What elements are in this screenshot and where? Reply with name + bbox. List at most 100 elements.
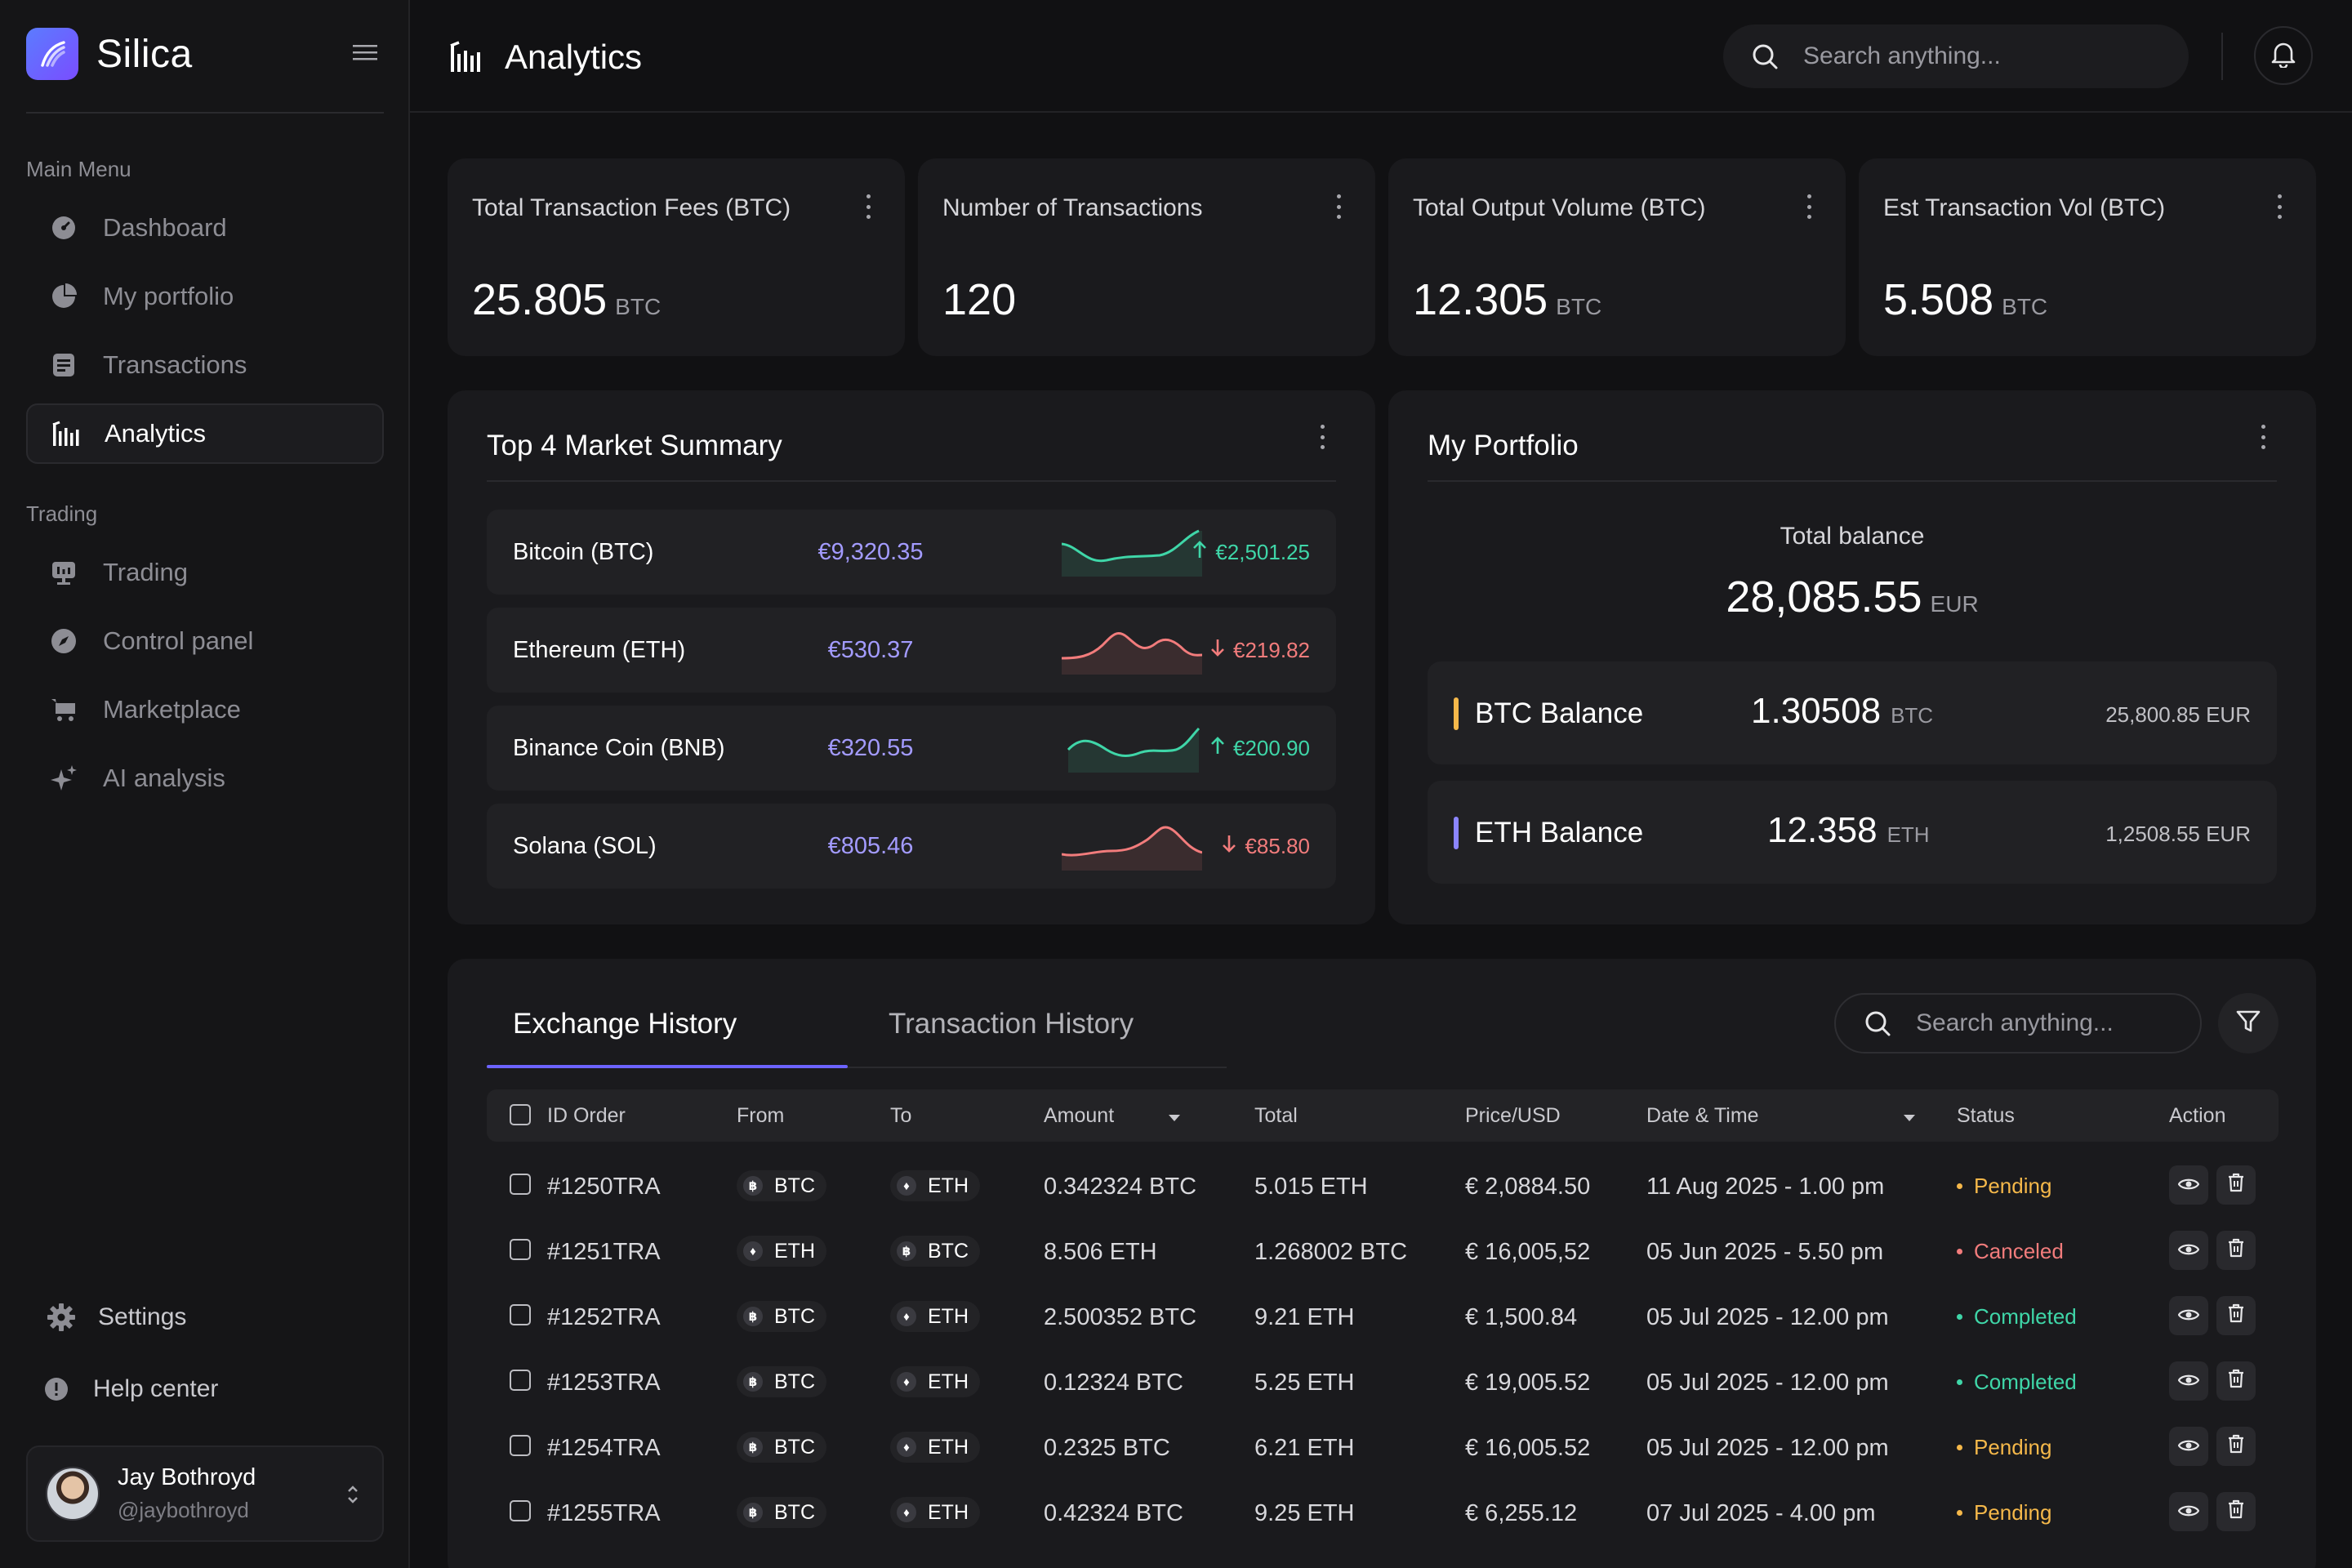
from-coin-pill: ฿ BTC: [737, 1170, 826, 1201]
market-row-solana[interactable]: Solana (SOL) €805.46 €85.80: [487, 804, 1336, 889]
row-checkbox[interactable]: [510, 1435, 531, 1456]
view-button[interactable]: [2169, 1165, 2208, 1205]
filter-button[interactable]: [2218, 993, 2278, 1054]
row-checkbox[interactable]: [510, 1174, 531, 1195]
order-id: #1253TRA: [547, 1370, 661, 1396]
menu-toggle-icon[interactable]: [351, 41, 384, 67]
card-divider: [1428, 480, 2277, 482]
table-row[interactable]: #1254TRA ฿ BTC ♦ ETH 0.2325 BTC 6.21 ETH € 16,0…: [487, 1416, 2278, 1481]
header-search-placeholder: Search anything...: [1803, 42, 2001, 69]
market-row-binance[interactable]: Binance Coin (BNB) €320.55 €200.90: [487, 706, 1336, 791]
btc-balance-row[interactable]: BTC Balance 1.30508 BTC 25,800.85 EUR: [1428, 662, 2277, 764]
market-row-ethereum[interactable]: Ethereum (ETH) €530.37 €219.82: [487, 608, 1336, 693]
row-checkbox[interactable]: [510, 1370, 531, 1391]
chevron-up-down-icon[interactable]: [345, 1483, 361, 1510]
sidebar-item-analytics[interactable]: Analytics: [26, 403, 384, 464]
table-search-placeholder: Search anything...: [1916, 1009, 2114, 1036]
more-options-icon[interactable]: [1805, 194, 1813, 219]
coin-name: Binance Coin (BNB): [513, 734, 725, 761]
view-button[interactable]: [2169, 1361, 2208, 1401]
more-options-icon[interactable]: [2275, 194, 2283, 219]
column-status[interactable]: Status: [1957, 1104, 2015, 1127]
column-id-order[interactable]: ID Order: [547, 1104, 626, 1127]
delete-button[interactable]: [2216, 1231, 2256, 1270]
sidebar-item-dashboard[interactable]: Dashboard: [26, 198, 384, 258]
view-button[interactable]: [2169, 1427, 2208, 1466]
more-options-icon[interactable]: [1318, 425, 1326, 449]
more-options-icon[interactable]: [1334, 194, 1343, 219]
price-change: €2,501.25: [1192, 540, 1310, 565]
sparkline-chart: [1062, 529, 1202, 577]
view-button[interactable]: [2169, 1296, 2208, 1335]
delete-button[interactable]: [2216, 1165, 2256, 1205]
sidebar-item-marketplace[interactable]: Marketplace: [26, 679, 384, 740]
search-icon: [1751, 42, 1779, 70]
row-checkbox[interactable]: [510, 1500, 531, 1521]
sidebar-divider: [26, 112, 384, 114]
sort-caret-icon[interactable]: [1168, 1104, 1181, 1128]
column-total[interactable]: Total: [1254, 1104, 1298, 1127]
user-profile-card[interactable]: Jay Bothroyd @jaybothroyd: [26, 1446, 384, 1542]
stat-unit: BTC: [2002, 294, 2048, 319]
row-checkbox[interactable]: [510, 1304, 531, 1325]
tab-exchange-history[interactable]: Exchange History: [513, 1008, 737, 1040]
presentation-icon: [49, 558, 78, 587]
delete-button[interactable]: [2216, 1361, 2256, 1401]
table-row[interactable]: #1251TRA ♦ ETH ฿ BTC 8.506 ETH 1.268002 BTC € 1…: [487, 1220, 2278, 1285]
more-options-icon[interactable]: [864, 194, 872, 219]
to-coin-pill: ♦ ETH: [890, 1366, 980, 1397]
more-options-icon[interactable]: [2259, 425, 2267, 449]
view-button[interactable]: [2169, 1231, 2208, 1270]
order-id: #1252TRA: [547, 1304, 661, 1330]
sidebar-item-label: Control panel: [103, 626, 254, 655]
help-center-button[interactable]: Help center: [26, 1361, 384, 1418]
price-usd: € 16,005,52: [1465, 1239, 1591, 1265]
table-row[interactable]: #1252TRA ฿ BTC ♦ ETH 2.500352 BTC 9.21 ETH € 1,…: [487, 1285, 2278, 1351]
arrow-up-icon: [1192, 540, 1207, 565]
sidebar-item-trading[interactable]: Trading: [26, 542, 384, 603]
brand[interactable]: Silica: [26, 28, 193, 80]
table-row[interactable]: #1255TRA ฿ BTC ♦ ETH 0.42324 BTC 9.25 ETH € 6,2…: [487, 1481, 2278, 1547]
coin-price: €320.55: [827, 734, 914, 761]
sidebar-item-control-panel[interactable]: Control panel: [26, 611, 384, 671]
delete-button[interactable]: [2216, 1427, 2256, 1466]
column-to[interactable]: To: [890, 1104, 912, 1127]
eth-balance-row[interactable]: ETH Balance 12.358 ETH 1,2508.55 EUR: [1428, 781, 2277, 884]
sidebar-item-ai-analysis[interactable]: AI analysis: [26, 748, 384, 808]
header-search-input[interactable]: Search anything...: [1723, 24, 2189, 88]
sidebar-item-my-portfolio[interactable]: My portfolio: [26, 266, 384, 327]
sparkle-icon: [49, 764, 78, 793]
arrow-down-icon: [1210, 638, 1225, 663]
notification-button[interactable]: [2254, 26, 2313, 85]
column-from[interactable]: From: [737, 1104, 785, 1127]
amount: 0.12324 BTC: [1044, 1370, 1183, 1396]
balance-amount: 1.30508 BTC: [1751, 691, 1934, 731]
column-date-time[interactable]: Date & Time: [1646, 1104, 1916, 1128]
table-row[interactable]: #1250TRA ฿ BTC ♦ ETH 0.342324 BTC 5.015 ETH € 2…: [487, 1155, 2278, 1220]
delete-button[interactable]: [2216, 1296, 2256, 1335]
total: 1.268002 BTC: [1254, 1239, 1408, 1265]
settings-button[interactable]: Settings: [26, 1289, 384, 1346]
sidebar-item-transactions[interactable]: Transactions: [26, 335, 384, 395]
table-search-input[interactable]: Search anything...: [1834, 993, 2202, 1054]
delete-button[interactable]: [2216, 1492, 2256, 1531]
coin-name: Solana (SOL): [513, 832, 657, 859]
select-all-checkbox[interactable]: [510, 1104, 531, 1125]
table-row[interactable]: #1253TRA ฿ BTC ♦ ETH 0.12324 BTC 5.25 ETH € 19,…: [487, 1351, 2278, 1416]
sort-caret-icon[interactable]: [1903, 1104, 1916, 1128]
main-content: Analytics Search anything... Total Trans…: [410, 0, 2352, 1568]
view-button[interactable]: [2169, 1492, 2208, 1531]
column-price-usd[interactable]: Price/USD: [1465, 1104, 1561, 1127]
market-row-bitcoin[interactable]: Bitcoin (BTC) €9,320.35 €2,501.25: [487, 510, 1336, 595]
tab-transaction-history[interactable]: Transaction History: [889, 1008, 1134, 1040]
stat-card-transaction-fees: Total Transaction Fees (BTC) 25.805 BTC: [448, 158, 905, 356]
market-summary-title: Top 4 Market Summary: [487, 430, 782, 461]
btc-coin-icon: ฿: [743, 1176, 763, 1196]
column-amount[interactable]: Amount: [1044, 1104, 1181, 1128]
price-usd: € 2,0884.50: [1465, 1174, 1591, 1200]
table-header: ID Order From To Amount Total Price/USD …: [487, 1089, 2278, 1142]
balance-name: BTC Balance: [1475, 697, 1644, 729]
total: 6.21 ETH: [1254, 1435, 1355, 1461]
column-action[interactable]: Action: [2169, 1104, 2226, 1127]
row-checkbox[interactable]: [510, 1239, 531, 1260]
